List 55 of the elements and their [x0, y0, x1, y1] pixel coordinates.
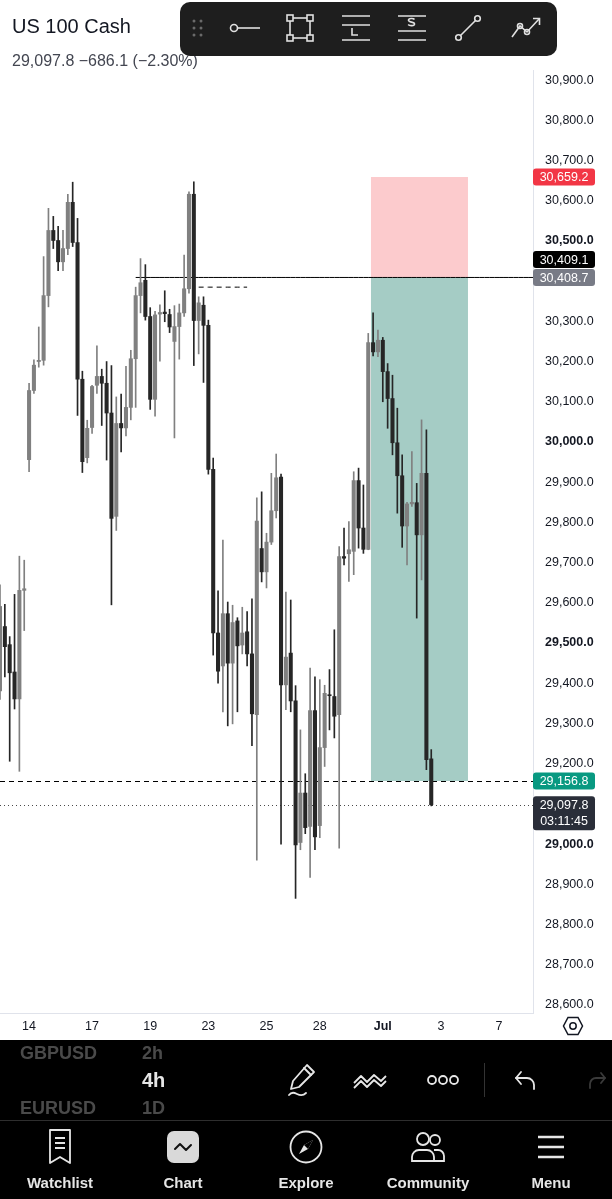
y-tick-label: 30,900.0: [545, 72, 594, 87]
y-tick-label: 30,800.0: [545, 112, 594, 127]
x-tick-label: 17: [85, 1018, 100, 1033]
y-tick-label: 30,300.0: [545, 313, 594, 328]
text: EURUSD: [20, 1098, 97, 1118]
x-tick-label: 3: [437, 1018, 445, 1033]
y-tick-label: 30,200.0: [545, 354, 594, 368]
y-tick-label: 30,500.0: [545, 233, 594, 248]
text: Community: [385, 1174, 471, 1191]
x-tick-label: 25: [259, 1018, 274, 1033]
y-tick-label: 29,000.0: [545, 836, 594, 851]
y-tick-label: 30,700.0: [545, 152, 594, 167]
y-tick-label: 28,900.0: [545, 876, 594, 891]
y-tick-label: 29,800.0: [545, 514, 594, 529]
y-tick-label: 28,600.0: [545, 997, 594, 1012]
y-tick-label: 28,800.0: [545, 916, 594, 931]
candlestick: [342, 527, 347, 566]
x-tick-label: 14: [22, 1018, 37, 1033]
x-tick-label: 7: [495, 1018, 503, 1033]
text: 30,408.7: [539, 270, 589, 285]
y-tick-label: 30,600.0: [545, 193, 594, 208]
candlestick: [414, 483, 419, 619]
chart-title: US 100 Cash: [12, 14, 131, 38]
y-tick-label: 29,200.0: [545, 756, 594, 771]
candlestick: [94, 345, 99, 394]
text: 2h: [142, 1043, 164, 1063]
text: Explore: [277, 1174, 335, 1191]
y-tick-label: 30,000.0: [545, 434, 594, 449]
x-tick-label: 23: [201, 1018, 216, 1033]
y-tick-label: 30,100.0: [545, 394, 594, 409]
text: Chart: [162, 1174, 204, 1191]
text: Watchlist: [25, 1174, 95, 1191]
candlestick: [371, 312, 376, 357]
x-tick-label: 19: [143, 1018, 158, 1033]
text: 4h: [142, 1069, 166, 1091]
y-tick-label: 29,900.0: [545, 474, 594, 489]
y-tick-label: 29,300.0: [545, 715, 594, 730]
text: GBPUSD: [20, 1043, 98, 1063]
y-tick-label: 29,500.0: [545, 635, 594, 650]
candlestick: [119, 393, 124, 453]
data-label: 30,409.1: [539, 252, 589, 267]
x-tick-label: 28: [312, 1018, 327, 1033]
ref-line-label: 29,156.8: [539, 774, 589, 788]
candlestick: [283, 591, 288, 711]
chart-subtitle: 29,097.8 −686.1 (−2.30%): [12, 51, 198, 70]
x-tick-label: Jul: [373, 1018, 392, 1033]
text: 03:11:45: [540, 814, 588, 829]
text: Menu: [530, 1174, 572, 1191]
y-tick-label: 29,700.0: [545, 555, 594, 570]
y-tick-label: 29,600.0: [545, 595, 594, 610]
ref-line-label: 29,097.8: [539, 797, 589, 812]
text: 1D: [142, 1098, 166, 1118]
y-tick-label: 28,700.0: [545, 957, 594, 972]
text: 30,659.2: [539, 169, 589, 184]
y-tick-label: 29,400.0: [545, 675, 594, 690]
